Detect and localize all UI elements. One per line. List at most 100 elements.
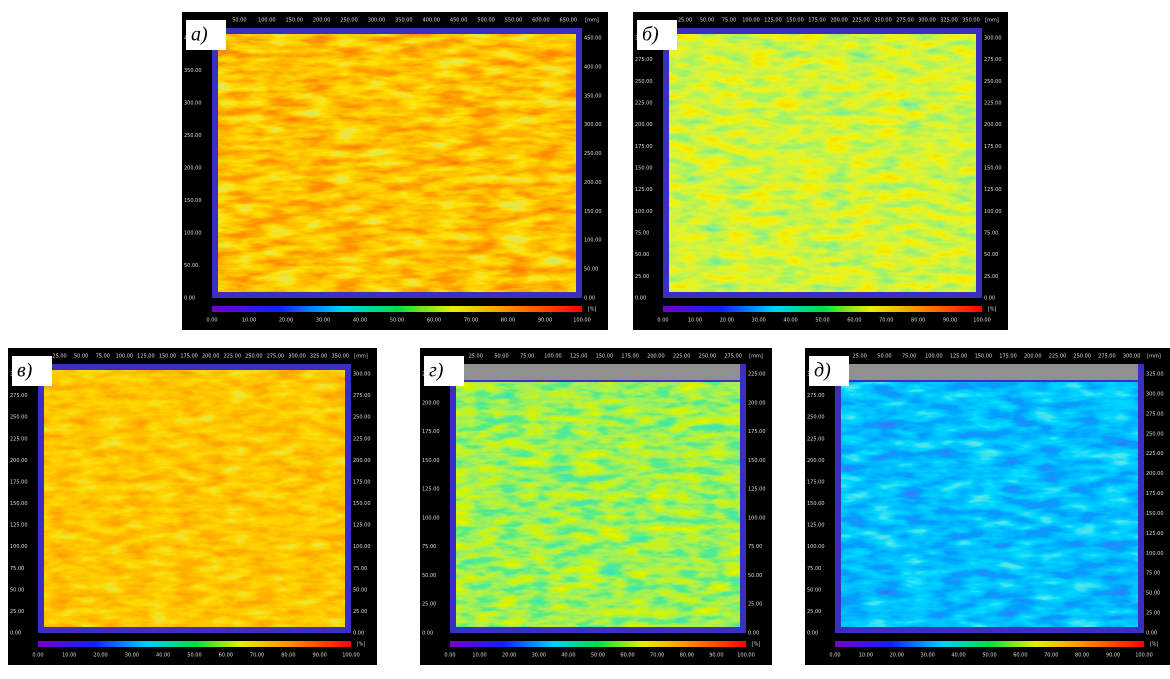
- scan-heatmap: [44, 370, 345, 627]
- y-tick-label: 200.00: [748, 400, 766, 406]
- colorbar: [212, 306, 582, 312]
- colorbar-tick-label: 100.00: [573, 318, 591, 324]
- x-tick-label: 275.00: [1098, 354, 1116, 360]
- y-tick-label: 200.00: [807, 458, 825, 464]
- colorbar-tick-label: 50.00: [591, 653, 605, 659]
- y-tick-label: 250.00: [1146, 431, 1164, 437]
- x-tick-label: 75.00: [902, 354, 916, 360]
- y-tick-label: 200.00: [184, 166, 202, 172]
- panel-label: a): [191, 24, 208, 46]
- x-unit: [mm]: [354, 354, 368, 360]
- x-tick-label: 75.00: [520, 354, 534, 360]
- y-tick-label: 125.00: [984, 187, 1002, 193]
- y-tick-label: 75.00: [353, 566, 367, 572]
- y-tick-label: 150.00: [584, 209, 602, 215]
- colorbar: [450, 641, 746, 647]
- y-tick-label: 100.00: [984, 209, 1002, 215]
- y-tick-label: 125.00: [635, 187, 653, 193]
- colorbar-tick-label: 80.00: [1075, 653, 1089, 659]
- x-tick-label: 50.00: [74, 354, 88, 360]
- colorbar-tick-label: 60.00: [847, 318, 861, 324]
- y-tick-label: 275.00: [984, 57, 1002, 63]
- y-tick-label: 50.00: [10, 587, 24, 593]
- colorbar-tick-label: 70.00: [879, 318, 893, 324]
- y-tick-label: 100.00: [1146, 551, 1164, 557]
- colorbar-tick-label: 80.00: [911, 318, 925, 324]
- y-tick-label: 25.00: [422, 602, 436, 608]
- x-tick-label: 250.00: [245, 354, 263, 360]
- y-tick-label: 50.00: [807, 587, 821, 593]
- x-tick-label: 350.00: [962, 18, 980, 24]
- x-tick-label: 100.00: [116, 354, 134, 360]
- x-unit: [mm]: [585, 18, 599, 24]
- colorbar-tick-label: 0.00: [829, 653, 840, 659]
- y-tick-label: 350.00: [184, 68, 202, 74]
- y-tick-label: 225.00: [353, 436, 371, 442]
- y-tick-label: 200.00: [1146, 471, 1164, 477]
- y-tick-label: 25.00: [984, 274, 998, 280]
- y-tick-label: 125.00: [422, 487, 440, 493]
- y-tick-label: 125.00: [807, 523, 825, 529]
- y-tick-label: 25.00: [1146, 611, 1160, 617]
- colorbar-tick-label: 20.00: [502, 653, 516, 659]
- scan-heatmap: [841, 382, 1138, 627]
- colorbar-tick-label: 10.00: [62, 653, 76, 659]
- y-tick-label: 100.00: [422, 515, 440, 521]
- x-tick-label: 650.00: [560, 18, 578, 24]
- colorbar-tick-label: 90.00: [709, 653, 723, 659]
- colorbar-tick-label: 50.00: [982, 653, 996, 659]
- colorbar-tick-label: 60.00: [427, 318, 441, 324]
- y-tick-label: 300.00: [184, 101, 202, 107]
- y-tick-label: 50.00: [584, 267, 598, 273]
- panel: 25.0050.0075.00100.00125.00150.00175.002…: [8, 348, 377, 665]
- y-tick-label: 250.00: [184, 133, 202, 139]
- x-tick-label: 275.00: [896, 18, 914, 24]
- colorbar-tick-label: 20.00: [93, 653, 107, 659]
- y-tick-label: 200.00: [422, 400, 440, 406]
- colorbar-tick-label: 90.00: [313, 653, 327, 659]
- x-tick-label: 200.00: [1024, 354, 1042, 360]
- x-tick-label: 300.00: [288, 354, 306, 360]
- colorbar-unit: [%]: [752, 642, 761, 648]
- x-tick-label: 250.00: [340, 18, 358, 24]
- y-tick-label: 225.00: [10, 436, 28, 442]
- y-tick-label: 100.00: [353, 544, 371, 550]
- y-tick-label: 0.00: [748, 631, 759, 637]
- y-tick-label: 0.00: [984, 296, 995, 302]
- y-tick-label: 175.00: [635, 144, 653, 150]
- colorbar-tick-label: 0.00: [444, 653, 455, 659]
- y-tick-label: 175.00: [10, 479, 28, 485]
- x-tick-label: 325.00: [310, 354, 328, 360]
- colorbar-tick-label: 100.00: [1135, 653, 1153, 659]
- x-tick-label: 300.00: [1123, 354, 1141, 360]
- colorbar-tick-label: 0.00: [32, 653, 43, 659]
- y-tick-label: 0.00: [807, 631, 818, 637]
- y-tick-label: 75.00: [422, 544, 436, 550]
- y-tick-label: 175.00: [422, 429, 440, 435]
- y-tick-label: 200.00: [635, 122, 653, 128]
- x-tick-label: 200.00: [313, 18, 331, 24]
- x-tick-label: 100.00: [925, 354, 943, 360]
- colorbar-tick-label: 90.00: [943, 318, 957, 324]
- y-tick-label: 175.00: [1146, 491, 1164, 497]
- y-tick-label: 150.00: [807, 501, 825, 507]
- colorbar-tick-label: 70.00: [464, 318, 478, 324]
- x-tick-label: 50.00: [232, 18, 246, 24]
- y-tick-label: 25.00: [10, 609, 24, 615]
- x-tick-label: 150.00: [159, 354, 177, 360]
- colorbar-tick-label: 10.00: [472, 653, 486, 659]
- y-tick-label: 150.00: [353, 501, 371, 507]
- colorbar-tick-label: 50.00: [390, 318, 404, 324]
- colorbar-tick-label: 60.00: [219, 653, 233, 659]
- y-tick-label: 275.00: [635, 57, 653, 63]
- colorbar-tick-label: 20.00: [279, 318, 293, 324]
- colorbar-tick-label: 20.00: [890, 653, 904, 659]
- y-tick-label: 150.00: [184, 198, 202, 204]
- colorbar-tick-label: 90.00: [538, 318, 552, 324]
- y-tick-label: 100.00: [184, 231, 202, 237]
- x-tick-label: 175.00: [621, 354, 639, 360]
- x-tick-label: 125.00: [950, 354, 968, 360]
- colorbar-tick-label: 80.00: [680, 653, 694, 659]
- x-tick-label: 325.00: [940, 18, 958, 24]
- y-tick-label: 250.00: [584, 151, 602, 157]
